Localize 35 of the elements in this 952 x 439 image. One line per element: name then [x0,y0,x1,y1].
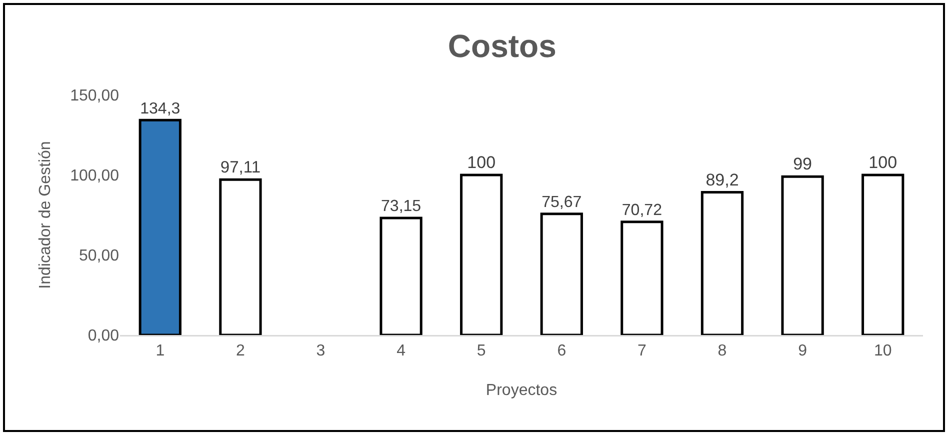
bar [380,216,422,335]
x-tick-label: 1 [156,342,165,360]
bar [460,174,503,335]
x-tick-label: 3 [316,342,326,360]
x-tick-label: 10 [874,342,892,360]
data-label: 89,2 [706,170,739,190]
y-tick-label: 0,00 [88,328,120,345]
data-label: 100 [467,153,496,172]
x-tick-label: 9 [798,342,808,360]
x-tick-label: 8 [718,342,727,360]
bar [620,220,664,335]
bar [219,178,262,335]
data-label: 70,72 [622,201,662,220]
bar [700,191,744,335]
y-axis-title: Indicador de Gestión [36,141,54,289]
y-tick-label: 150,00 [70,88,120,105]
bar [540,212,583,335]
y-tick-label: 50,00 [78,248,120,265]
data-label: 73,15 [380,197,422,216]
chart-title: Costos [448,28,556,64]
x-axis-title: Proyectos [486,382,558,400]
y-tick-label: 100,00 [70,168,120,185]
data-label: 100 [868,153,898,172]
data-label: 134,3 [140,99,180,118]
data-label: 99 [793,154,812,174]
data-label: 97,11 [220,158,261,177]
x-tick-label: 4 [396,342,406,360]
x-tick-label: 5 [476,342,486,360]
bar [862,174,904,335]
data-label: 75,67 [542,193,582,212]
bar [138,118,182,335]
x-tick-label: 7 [637,342,646,360]
bar [781,175,824,335]
x-tick-label: 6 [557,342,566,360]
x-tick-label: 2 [236,342,245,360]
